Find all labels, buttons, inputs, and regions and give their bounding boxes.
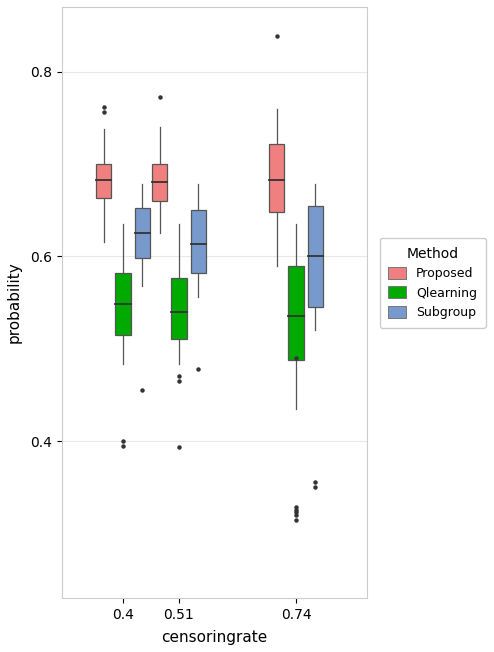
Legend: Proposed, Qlearning, Subgroup: Proposed, Qlearning, Subgroup: [379, 238, 486, 328]
Bar: [269, 143, 284, 212]
Bar: [152, 164, 167, 201]
Bar: [171, 278, 187, 340]
Bar: [288, 265, 304, 360]
Bar: [191, 210, 206, 273]
Bar: [308, 205, 323, 307]
X-axis label: censoringrate: censoringrate: [162, 630, 268, 645]
Bar: [96, 164, 111, 198]
Y-axis label: probability: probability: [7, 261, 22, 344]
Bar: [135, 208, 150, 258]
Bar: [116, 273, 130, 334]
